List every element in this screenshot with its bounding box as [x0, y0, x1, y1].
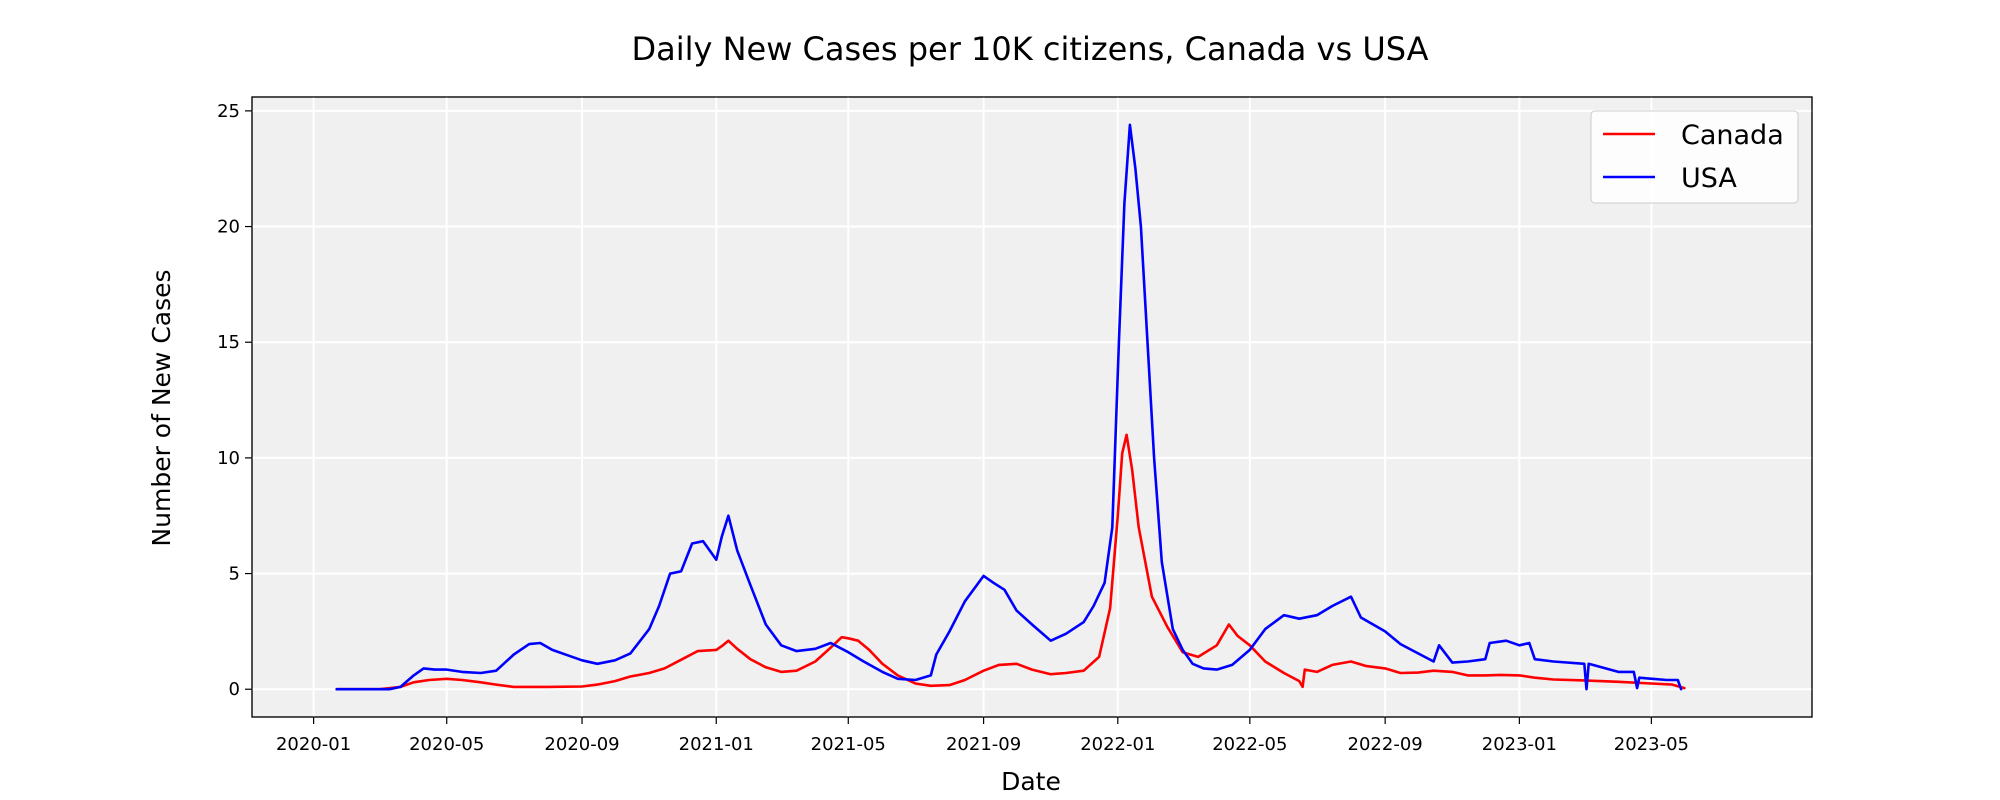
- data-lines: [335, 123, 1686, 691]
- y-tick-label: 15: [217, 332, 240, 353]
- chart-title: Daily New Cases per 10K citizens, Canada…: [631, 30, 1428, 68]
- series-line-usa: [335, 123, 1683, 691]
- plot-area: [251, 96, 1813, 718]
- plot-area-frame: [251, 96, 1813, 718]
- x-tick-label: 2022-05: [1212, 734, 1287, 755]
- x-tick-label: 2023-01: [1482, 734, 1557, 755]
- y-tick-label: 20: [217, 217, 240, 238]
- y-tick-label: 25: [217, 101, 240, 122]
- legend-label-canada: Canada: [1681, 120, 1784, 151]
- x-tick-label: 2022-09: [1348, 734, 1423, 755]
- x-tick-label: 2020-01: [276, 734, 351, 755]
- grid-lines: [252, 97, 1812, 717]
- y-tick-label: 0: [229, 679, 240, 700]
- x-tick-label: 2020-09: [544, 734, 619, 755]
- x-axis-label: Date: [1001, 767, 1061, 796]
- legend: Canada USA: [1590, 110, 1799, 204]
- x-tick-label: 2022-01: [1080, 734, 1155, 755]
- series-line-canada: [335, 433, 1686, 691]
- y-tick-label: 10: [217, 448, 240, 469]
- y-axis-label: Number of New Cases: [147, 269, 176, 546]
- y-tick-label: 5: [229, 564, 240, 585]
- x-tick-label: 2020-05: [409, 734, 484, 755]
- axis-ticks: 2020-01 2020-05 2020-09 2021-01 2021-05 2021-…: [217, 101, 1689, 755]
- legend-label-usa: USA: [1681, 163, 1737, 194]
- x-tick-label: 2023-05: [1614, 734, 1689, 755]
- x-tick-label: 2021-05: [811, 734, 886, 755]
- x-tick-label: 2021-09: [946, 734, 1021, 755]
- x-tick-label: 2021-01: [679, 734, 754, 755]
